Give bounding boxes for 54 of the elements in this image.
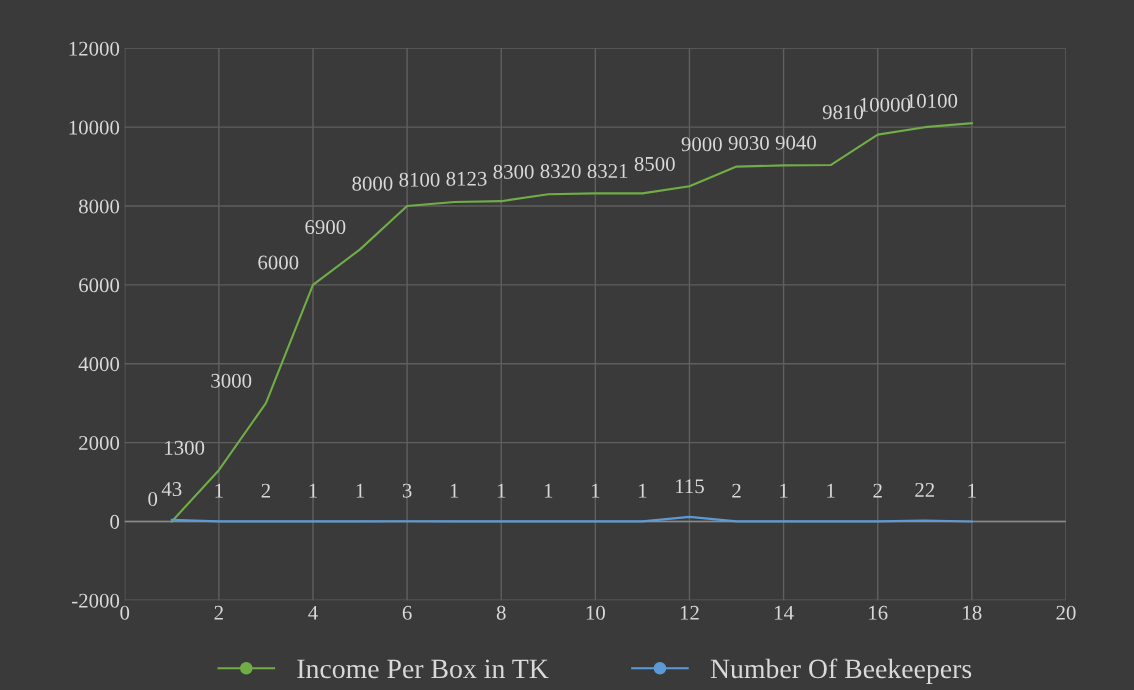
data-label: 8000 <box>352 176 393 191</box>
x-tick-label: 12 <box>680 605 699 620</box>
data-label: 115 <box>676 479 704 494</box>
data-label: 2 <box>732 483 741 498</box>
data-label: 8123 <box>446 171 487 186</box>
data-label: 8300 <box>493 164 534 179</box>
data-label: 8500 <box>634 156 675 171</box>
y-tick-label: -2000 <box>72 593 120 608</box>
data-label: 3000 <box>211 373 252 388</box>
data-label: 6000 <box>258 255 299 270</box>
x-tick-label: 8 <box>496 605 506 620</box>
data-label: 0 <box>148 492 158 507</box>
data-label: 43 <box>161 482 182 497</box>
data-label: 3 <box>402 483 412 498</box>
data-label: 8320 <box>540 164 581 179</box>
x-tick-label: 16 <box>869 605 888 620</box>
data-label: 8321 <box>587 163 628 179</box>
y-tick-label: 12000 <box>69 41 120 56</box>
data-label: 1 <box>497 483 506 498</box>
data-label: 1 <box>591 483 600 498</box>
data-label: 1 <box>968 483 976 498</box>
legend-label: Number Of Beekeepers <box>710 658 972 684</box>
y-tick-label: 4000 <box>78 357 120 372</box>
x-tick-label: 4 <box>308 605 318 620</box>
data-label: 1 <box>544 483 553 498</box>
x-tick-label: 14 <box>775 605 794 620</box>
data-label: 1 <box>215 483 223 498</box>
data-label: 8100 <box>399 172 440 187</box>
y-tick-label: 0 <box>110 514 120 529</box>
data-label: 2 <box>873 483 882 498</box>
data-label: 1300 <box>165 440 205 455</box>
x-tick-label: 2 <box>214 605 223 620</box>
x-tick-label: 18 <box>963 605 982 620</box>
x-tick-label: 20 <box>1056 605 1076 620</box>
x-tick-label: 10 <box>586 605 605 620</box>
legend-label: Income Per Box in TK <box>297 659 549 679</box>
x-tick-label: 6 <box>402 605 412 620</box>
data-label: 9000 <box>681 137 722 152</box>
data-label: 1 <box>780 483 788 498</box>
y-tick-label: 10000 <box>69 120 120 135</box>
data-label: 9040 <box>775 135 816 150</box>
data-label: 1 <box>356 483 364 498</box>
data-label: 1 <box>450 483 459 498</box>
data-label: 2 <box>261 483 270 498</box>
y-tick-label: 8000 <box>79 199 120 214</box>
y-tick-label: 6000 <box>79 278 120 293</box>
x-tick-label: 0 <box>120 605 130 620</box>
data-label: 22 <box>915 482 935 497</box>
y-tick-label: 2000 <box>79 435 120 451</box>
data-label: 1 <box>309 483 317 498</box>
data-label: 6900 <box>305 219 346 235</box>
data-label: 1 <box>827 483 835 498</box>
data-label: 9030 <box>728 136 769 151</box>
data-label: 1 <box>639 483 647 498</box>
